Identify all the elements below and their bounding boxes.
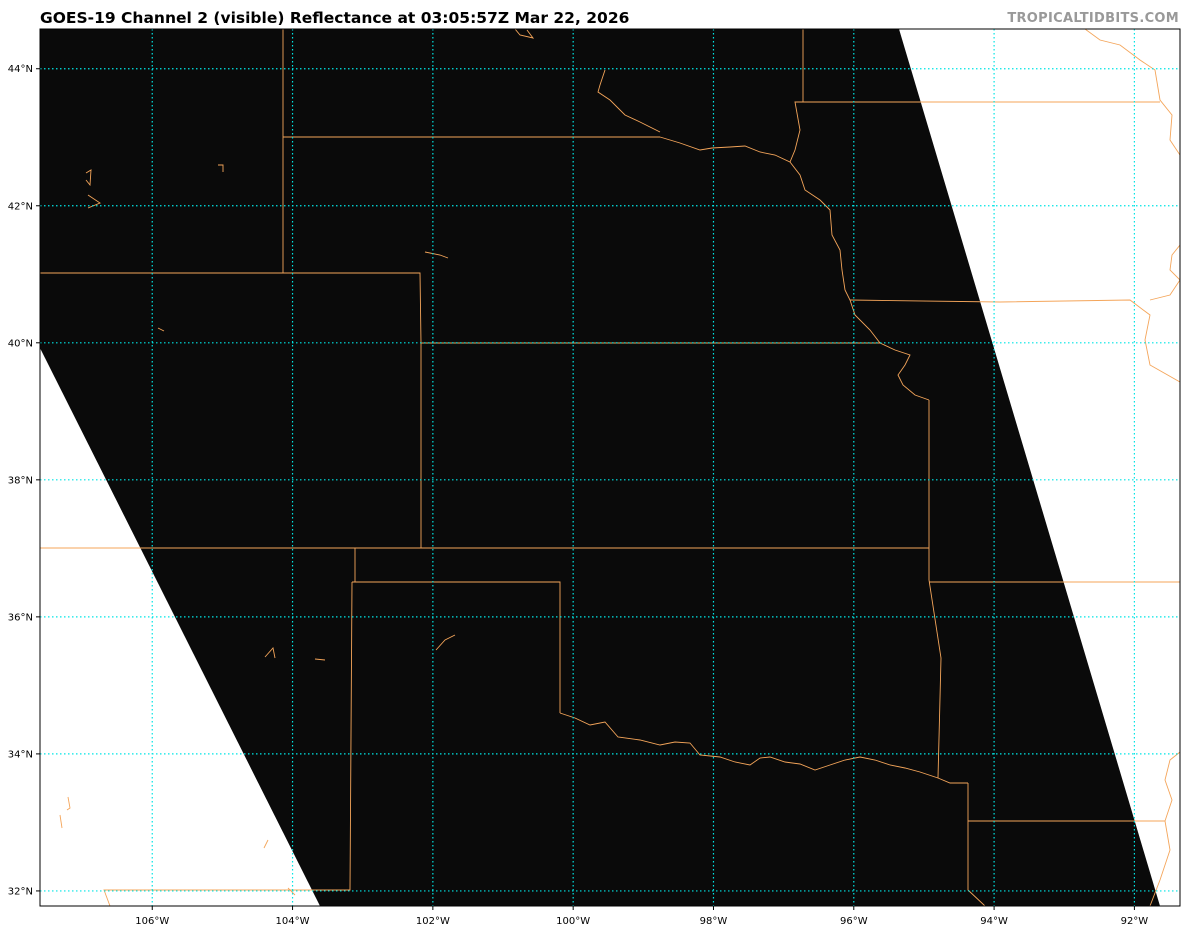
lake: [66, 796, 71, 811]
lake: [264, 647, 276, 659]
co-wy-ne-border: [40, 272, 422, 548]
tx-la-border: [967, 783, 986, 906]
lake: [263, 839, 269, 849]
lake: [157, 327, 165, 332]
mississippi-north: [1084, 29, 1180, 156]
lake: [85, 169, 92, 187]
watermark: TROPICALTIDBITS.COM: [1007, 11, 1179, 26]
map-title: GOES-19 Channel 2 (visible) Reflectance …: [40, 9, 630, 27]
lake: [597, 69, 661, 133]
lake: [218, 164, 224, 172]
missouri-river-south: [789, 161, 930, 401]
ia-mo-border: [849, 299, 1180, 383]
lon-tick-label: 102°W: [416, 916, 450, 927]
missouri-river: [659, 29, 804, 163]
red-river: [559, 712, 968, 784]
ok-panhandle-border: [352, 548, 561, 713]
lat-tick-label: 44°N: [8, 64, 33, 75]
tx-nm-border: [103, 581, 353, 906]
lake: [59, 814, 63, 829]
lake: [514, 29, 535, 39]
lon-tick-label: 94°W: [980, 916, 1008, 927]
lat-tick-label: 36°N: [8, 612, 33, 623]
lat-tick-label: 34°N: [8, 749, 33, 760]
mississippi-mid: [1149, 244, 1180, 301]
lat-tick-label: 40°N: [8, 338, 33, 349]
ks-mo-border: [928, 400, 942, 779]
lon-tick-label: 104°W: [276, 916, 310, 927]
lat-tick-label: 42°N: [8, 201, 33, 212]
plot-frame: [39, 28, 1181, 907]
mississippi-south: [1149, 751, 1180, 906]
lon-tick-label: 100°W: [556, 916, 590, 927]
lake: [287, 887, 296, 896]
lon-tick-label: 106°W: [135, 916, 169, 927]
lon-tick-label: 98°W: [700, 916, 728, 927]
lat-tick-label: 38°N: [8, 475, 33, 486]
lon-tick-label: 92°W: [1121, 916, 1149, 927]
axis-ticks: 106°W 104°W 102°W 100°W 98°W 96°W 94°W 92°W 32°N…: [8, 64, 1149, 927]
lon-tick-label: 96°W: [840, 916, 868, 927]
satellite-imagery-swath: [40, 29, 1160, 906]
lake: [314, 658, 326, 661]
lake: [424, 251, 449, 259]
lake: [435, 634, 456, 651]
lat-tick-label: 32°N: [8, 886, 33, 897]
